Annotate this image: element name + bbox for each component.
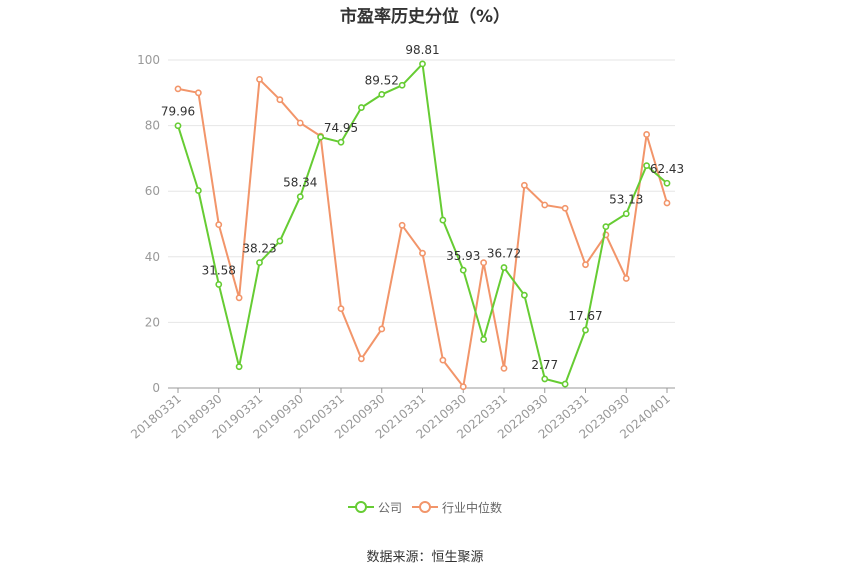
data-point-company xyxy=(439,216,447,224)
y-tick-label: 60 xyxy=(145,184,160,198)
data-point-company xyxy=(459,266,467,274)
data-point-industry xyxy=(174,85,182,93)
data-label: 38.23 xyxy=(242,242,276,256)
legend-item-industry[interactable]: 行业中位数 xyxy=(412,497,502,517)
data-point-company xyxy=(561,380,569,388)
y-tick-label: 0 xyxy=(152,381,160,395)
data-label: 79.96 xyxy=(161,105,195,119)
data-point-company xyxy=(541,375,549,383)
data-point-industry xyxy=(378,325,386,333)
data-point-company xyxy=(215,281,223,288)
data-label: 53.13 xyxy=(609,193,643,207)
data-point-industry xyxy=(194,89,202,97)
data-label: 74.95 xyxy=(324,121,358,135)
data-point-industry xyxy=(500,364,508,372)
legend-label-company: 公司 xyxy=(378,500,403,515)
data-point-industry xyxy=(235,294,243,302)
data-label: 89.52 xyxy=(365,73,399,87)
data-point-industry xyxy=(256,75,263,83)
chart-title: 市盈率历史分位（%） xyxy=(339,7,511,27)
data-label: 31.58 xyxy=(202,263,236,277)
data-point-industry xyxy=(439,356,447,364)
data-point-industry xyxy=(622,275,630,282)
data-point-industry xyxy=(541,201,549,209)
data-point-company xyxy=(582,326,589,334)
data-point-industry xyxy=(643,131,651,138)
data-point-industry xyxy=(398,221,406,229)
data-point-company xyxy=(398,81,406,89)
data-labels: 79.96 31.58 38.23 58.34 74.95 89.52 98.81 35.93… xyxy=(161,43,684,372)
data-point-industry xyxy=(357,355,365,363)
series-layer xyxy=(174,60,671,391)
data-label: 2.77 xyxy=(531,358,558,372)
data-label: 58.34 xyxy=(283,176,317,190)
data-point-company xyxy=(480,336,488,343)
data-point-industry xyxy=(215,221,223,229)
data-label: 17.67 xyxy=(568,309,602,323)
data-source: 数据来源：恒生聚源 xyxy=(366,550,484,565)
data-point-company xyxy=(194,187,202,194)
data-point-industry xyxy=(419,249,426,257)
data-point-company xyxy=(500,264,508,271)
legend-marker-industry xyxy=(412,501,438,513)
legend-marker-company xyxy=(348,501,374,513)
grid-lines xyxy=(168,59,675,323)
y-tick-label: 40 xyxy=(145,250,160,264)
data-point-company xyxy=(622,210,630,218)
data-point-company xyxy=(337,138,345,146)
data-point-company xyxy=(317,133,325,141)
data-point-industry xyxy=(459,383,467,391)
data-label: 62.43 xyxy=(650,162,684,176)
data-point-company xyxy=(357,104,365,111)
y-tick-label: 20 xyxy=(145,315,160,329)
data-label: 36.72 xyxy=(487,247,521,261)
data-point-company xyxy=(663,179,671,187)
data-point-company xyxy=(378,90,386,98)
data-point-company xyxy=(643,162,651,170)
data-point-company xyxy=(296,193,304,201)
data-point-company xyxy=(174,122,182,130)
data-label: 98.81 xyxy=(405,43,439,57)
data-point-company xyxy=(235,363,243,371)
data-label: 35.93 xyxy=(446,249,480,263)
series-line-company xyxy=(177,62,668,386)
y-tick-label: 100 xyxy=(137,53,160,67)
data-point-industry xyxy=(663,199,671,207)
data-point-company xyxy=(520,291,528,299)
legend-label-industry: 行业中位数 xyxy=(442,500,503,515)
data-point-company xyxy=(256,259,263,267)
legend: 公司 行业中位数 xyxy=(0,497,850,517)
data-point-industry xyxy=(337,305,345,313)
data-point-company xyxy=(276,237,284,245)
data-point-industry xyxy=(296,119,304,127)
y-tick-label: 80 xyxy=(145,119,160,133)
data-point-company xyxy=(419,60,426,68)
data-point-industry xyxy=(582,261,589,269)
data-point-industry xyxy=(561,204,569,212)
data-point-industry xyxy=(276,96,284,104)
data-point-industry xyxy=(480,259,488,267)
legend-item-company[interactable]: 公司 xyxy=(348,497,402,517)
data-point-company xyxy=(602,223,610,231)
data-point-industry xyxy=(520,181,528,189)
